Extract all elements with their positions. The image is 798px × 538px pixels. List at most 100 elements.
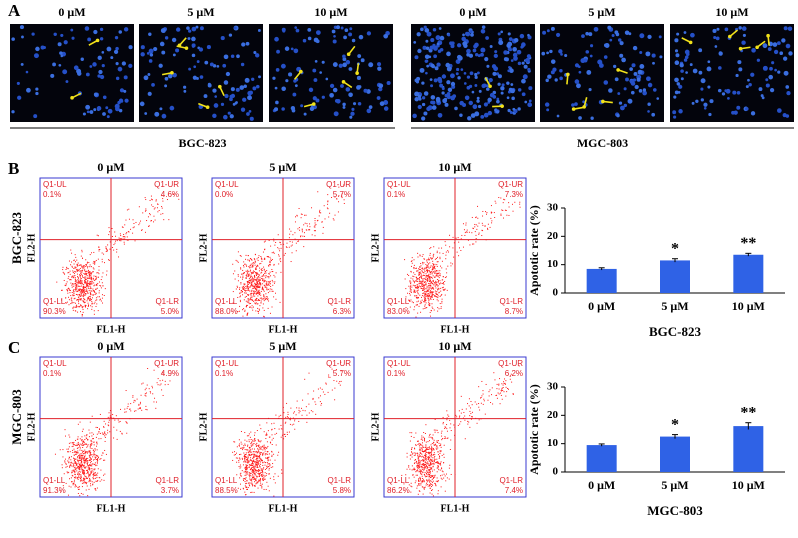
event xyxy=(440,266,441,267)
event xyxy=(132,397,133,398)
cell xyxy=(781,38,785,42)
event xyxy=(439,456,440,457)
event xyxy=(477,226,478,227)
cell xyxy=(768,47,772,51)
event xyxy=(325,218,326,219)
cell xyxy=(480,115,484,119)
event xyxy=(290,231,291,232)
cell xyxy=(384,106,389,111)
event xyxy=(265,277,266,278)
event xyxy=(419,454,420,455)
event xyxy=(478,407,479,408)
event xyxy=(243,488,244,489)
event xyxy=(447,250,448,251)
event xyxy=(251,279,252,280)
cell xyxy=(675,49,678,52)
event xyxy=(265,469,266,470)
event xyxy=(429,303,430,304)
event xyxy=(426,463,427,464)
event xyxy=(414,463,415,464)
event xyxy=(427,275,428,276)
event xyxy=(73,443,74,444)
cell xyxy=(62,69,67,74)
event xyxy=(86,482,87,483)
event xyxy=(74,452,75,453)
event xyxy=(251,307,252,308)
event xyxy=(157,211,158,212)
event xyxy=(428,300,429,301)
event xyxy=(153,206,154,207)
event xyxy=(70,271,71,272)
event xyxy=(83,458,84,459)
event xyxy=(70,279,71,280)
event xyxy=(302,415,303,416)
cell xyxy=(680,69,684,73)
event xyxy=(99,266,100,267)
event xyxy=(420,301,421,302)
event xyxy=(424,439,425,440)
event xyxy=(417,281,418,282)
cell xyxy=(11,37,15,41)
event xyxy=(305,223,306,224)
event xyxy=(264,465,265,466)
event xyxy=(420,473,421,474)
event xyxy=(255,300,256,301)
event xyxy=(69,261,70,262)
cell xyxy=(379,83,384,88)
event xyxy=(425,298,426,299)
event xyxy=(434,440,435,441)
event xyxy=(265,451,266,452)
event xyxy=(81,457,82,458)
event xyxy=(75,254,76,255)
event xyxy=(519,204,520,205)
event xyxy=(83,284,84,285)
event xyxy=(68,434,69,435)
cell xyxy=(522,92,526,96)
event xyxy=(308,229,309,230)
event xyxy=(431,490,432,491)
event xyxy=(73,277,74,278)
event xyxy=(98,468,99,469)
cell xyxy=(433,28,437,32)
event xyxy=(423,281,424,282)
event xyxy=(64,462,65,463)
event xyxy=(77,279,78,280)
event xyxy=(257,273,258,274)
event xyxy=(329,213,330,214)
event xyxy=(94,441,95,442)
event xyxy=(96,442,97,443)
event xyxy=(113,427,114,428)
event xyxy=(411,448,412,449)
event xyxy=(78,280,79,281)
event xyxy=(103,460,104,461)
event xyxy=(81,463,82,464)
event xyxy=(278,234,279,235)
event xyxy=(250,298,251,299)
event xyxy=(296,250,297,251)
event xyxy=(93,478,94,479)
event xyxy=(426,473,427,474)
event xyxy=(92,474,93,475)
event xyxy=(434,452,435,453)
event xyxy=(92,289,93,290)
cell xyxy=(274,107,278,111)
event xyxy=(262,476,263,477)
event xyxy=(424,301,425,302)
event xyxy=(423,262,424,263)
event xyxy=(109,231,110,232)
event xyxy=(292,242,293,243)
event xyxy=(87,291,88,292)
cell xyxy=(86,73,90,77)
cell xyxy=(477,97,480,100)
cell xyxy=(274,37,279,42)
event xyxy=(410,287,411,288)
event xyxy=(257,291,258,292)
event xyxy=(85,482,86,483)
event xyxy=(148,216,149,217)
cell xyxy=(513,53,518,58)
event xyxy=(74,271,75,272)
cell xyxy=(103,95,107,99)
event xyxy=(439,292,440,293)
event xyxy=(84,473,85,474)
event xyxy=(421,439,422,440)
